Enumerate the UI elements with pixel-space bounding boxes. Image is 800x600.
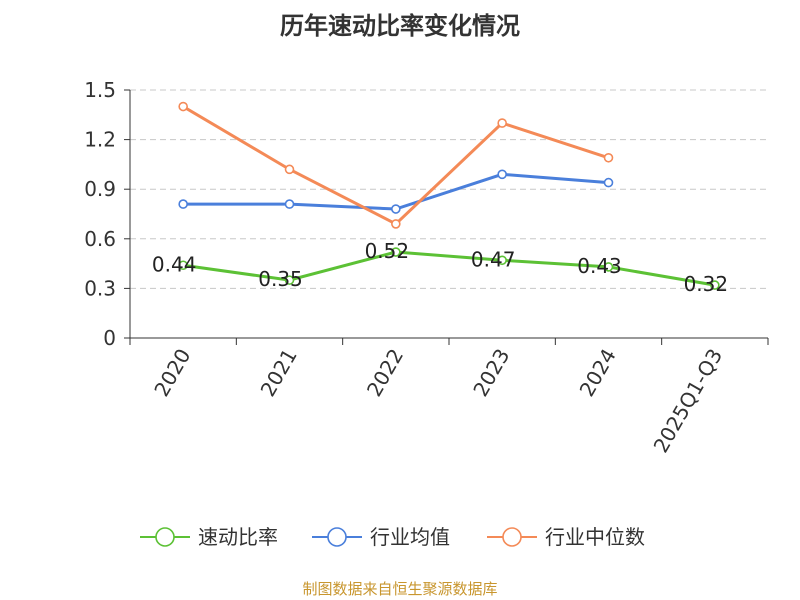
data-label: 0.47 xyxy=(471,247,516,271)
data-point xyxy=(391,219,401,229)
data-point xyxy=(497,255,507,266)
y-tick-label: 0.3 xyxy=(84,276,116,300)
data-point xyxy=(391,247,401,257)
y-tick-label: 0.9 xyxy=(84,177,116,201)
data-label: 0.52 xyxy=(365,239,410,263)
data-point xyxy=(391,204,401,214)
legend-marker xyxy=(502,527,522,547)
y-tick-label: 1.2 xyxy=(84,128,116,152)
data-label: 0.44 xyxy=(152,252,197,276)
legend-label: 行业中位数 xyxy=(545,525,645,549)
series-line xyxy=(183,172,609,211)
legend-marker xyxy=(155,527,175,547)
data-label: 0.35 xyxy=(258,267,303,291)
x-tick-label: 2022 xyxy=(362,345,408,401)
chart-title: 历年速动比率变化情况 xyxy=(280,12,520,40)
legend-label: 行业均值 xyxy=(370,525,450,549)
data-point xyxy=(178,101,188,112)
x-tick-label: 2021 xyxy=(256,345,302,401)
x-tick-label: 2023 xyxy=(468,344,514,400)
data-point xyxy=(178,199,188,209)
x-tick-label: 2020 xyxy=(149,345,195,401)
x-tick-label: 2024 xyxy=(575,345,621,401)
y-tick-label: 0 xyxy=(103,326,116,350)
data-point xyxy=(178,260,188,271)
data-point xyxy=(497,118,507,128)
legend-marker xyxy=(327,527,347,547)
data-label: 0.43 xyxy=(577,254,622,278)
series-line xyxy=(182,250,716,287)
x-tick-label: 2025Q1-Q3 xyxy=(648,345,727,457)
data-point xyxy=(603,152,614,163)
y-tick-label: 0.6 xyxy=(84,227,116,251)
data-source-note: 制图数据来自恒生聚源数据库 xyxy=(302,580,498,598)
data-point xyxy=(710,280,720,290)
data-point xyxy=(603,177,614,188)
data-point xyxy=(497,169,507,180)
data-point xyxy=(284,275,295,285)
data-point xyxy=(284,199,295,209)
legend-label: 速动比率 xyxy=(198,525,278,549)
y-tick-label: 1.5 xyxy=(84,78,116,102)
data-point xyxy=(284,164,295,175)
data-label: 0.32 xyxy=(684,272,729,296)
data-point xyxy=(603,262,614,272)
